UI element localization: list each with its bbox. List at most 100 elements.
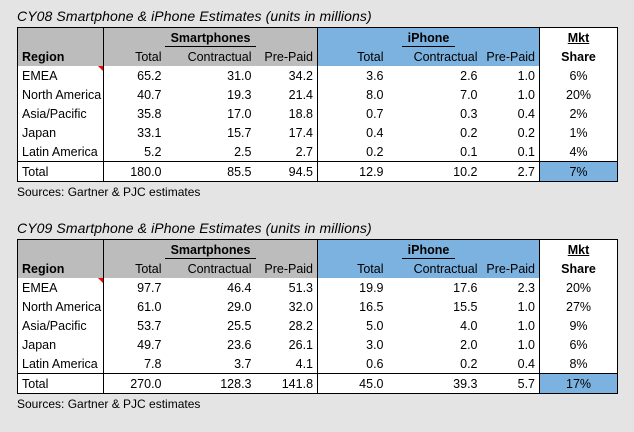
sp-contractual-cell: 23.6 (227, 337, 252, 352)
sp-total-cell: 180.0 (103, 161, 166, 182)
ip-prepaid-cell: 0.1 (481, 142, 541, 162)
ip-contractual-cell: 17.6 (453, 280, 478, 295)
sp-total-cell: 270.0 (103, 373, 166, 394)
sp-prepaid-cell: 34.2 (255, 66, 319, 85)
sp-total-cell: 97.7 (137, 280, 162, 295)
sp-prepaid-header: Pre-Paid (255, 47, 319, 66)
ip-prepaid-cell: 0.2 (481, 123, 541, 142)
sp-prepaid-cell: 17.4 (255, 123, 319, 142)
table-row: Latin America 5.2 2.5 2.7 0.2 0.1 0.1 4% (17, 142, 618, 162)
region-cell: Asia/Pacific (17, 104, 104, 123)
sp-contractual-cell: 85.5 (165, 161, 256, 182)
table-row: EMEA 97.7 46.4 51.3 19.9 17.6 2.3 20% (17, 278, 618, 297)
sp-prepaid-cell: 18.8 (255, 104, 319, 123)
sp-total-cell: 65.2 (137, 68, 162, 83)
sp-prepaid-cell: 4.1 (255, 354, 319, 374)
share-total-cell: 7% (539, 161, 618, 182)
ip-prepaid-cell: 1.0 (481, 335, 541, 354)
column-header-row: Region Total Contractual Pre-Paid Total … (17, 259, 618, 278)
sp-total-cell: 40.7 (137, 87, 162, 102)
ip-total-cell: 45.0 (317, 373, 388, 394)
cy09-source-note: Sources: Gartner & PJC estimates (17, 397, 201, 411)
ip-prepaid-cell: 1.0 (481, 66, 541, 85)
mkt-label: Mkt (567, 242, 590, 257)
group-header-row: Smartphones iPhone Mkt (17, 239, 618, 259)
ip-contractual-cell: 15.5 (453, 299, 478, 314)
share-cell: 6% (569, 337, 588, 352)
share-header: Share (539, 259, 618, 278)
ip-prepaid-cell: 2.3 (481, 278, 541, 297)
ip-contractual-header: Contractual (387, 259, 482, 278)
smartphones-group-header: Smartphones (103, 239, 319, 259)
region-cell: Japan (17, 123, 104, 142)
sp-total-cell: 35.8 (137, 106, 162, 121)
cy08-table-title: CY08 Smartphone & iPhone Estimates (unit… (17, 8, 372, 24)
comment-marker-icon (98, 66, 103, 71)
share-cell: 8% (569, 356, 588, 371)
ip-total-cell: 5.0 (366, 318, 384, 333)
ip-total-cell: 19.9 (359, 280, 384, 295)
sp-prepaid-cell: 32.0 (255, 297, 319, 316)
sp-contractual-cell: 19.3 (227, 87, 252, 102)
share-cell: 6% (569, 68, 588, 83)
smartphones-label: Smartphones (164, 31, 257, 47)
sp-contractual-cell: 2.5 (234, 144, 252, 159)
ip-prepaid-cell: 1.0 (481, 297, 541, 316)
ip-contractual-cell: 0.2 (460, 125, 478, 140)
smartphones-label: Smartphones (164, 243, 257, 259)
cy08-estimates-table: Smartphones iPhone Mkt Region Total Cont… (17, 27, 619, 182)
sp-contractual-cell: 31.0 (227, 68, 252, 83)
table-row: Japan 49.7 23.6 26.1 3.0 2.0 1.0 6% (17, 335, 618, 354)
share-header: Share (539, 47, 618, 66)
ip-prepaid-cell: 2.7 (481, 161, 541, 182)
table-row: Japan 33.1 15.7 17.4 0.4 0.2 0.2 1% (17, 123, 618, 142)
sp-contractual-cell: 46.4 (227, 280, 252, 295)
sp-contractual-header: Contractual (165, 259, 256, 278)
sp-contractual-cell: 3.7 (234, 356, 252, 371)
share-cell: 20% (566, 280, 592, 295)
sp-contractual-cell: 25.5 (227, 318, 252, 333)
ip-total-header: Total (317, 259, 388, 278)
region-cell: Asia/Pacific (17, 316, 104, 335)
region-cell: Latin America (17, 354, 104, 374)
ip-total-cell: 16.5 (359, 299, 384, 314)
ip-contractual-cell: 4.0 (460, 318, 478, 333)
table-row: EMEA 65.2 31.0 34.2 3.6 2.6 1.0 6% (17, 66, 618, 85)
iphone-group-header: iPhone (317, 239, 541, 259)
ip-contractual-cell: 0.1 (460, 144, 478, 159)
sp-prepaid-cell: 2.7 (255, 142, 319, 162)
mkt-label: Mkt (567, 30, 590, 45)
ip-prepaid-cell: 5.7 (481, 373, 541, 394)
share-cell: 1% (569, 125, 588, 140)
group-header-row: Smartphones iPhone Mkt (17, 27, 618, 47)
table-row: Asia/Pacific 53.7 25.5 28.2 5.0 4.0 1.0 9% (17, 316, 618, 335)
sp-prepaid-cell: 21.4 (255, 85, 319, 104)
sp-total-cell: 5.2 (144, 144, 162, 159)
share-cell: 9% (569, 318, 588, 333)
ip-total-cell: 3.0 (366, 337, 384, 352)
share-cell: 27% (566, 299, 592, 314)
region-header: Region (17, 259, 104, 278)
ip-total-cell: 12.9 (317, 161, 388, 182)
ip-total-cell: 0.7 (366, 106, 384, 121)
table-row: North America 61.0 29.0 32.0 16.5 15.5 1.0 27% (17, 297, 618, 316)
iphone-label: iPhone (401, 243, 456, 259)
share-total-cell: 17% (539, 373, 618, 394)
smartphones-group-header: Smartphones (103, 27, 319, 47)
table-row: Latin America 7.8 3.7 4.1 0.6 0.2 0.4 8% (17, 354, 618, 374)
sp-total-cell: 53.7 (137, 318, 162, 333)
total-label: Total (17, 373, 104, 394)
sp-prepaid-cell: 28.2 (255, 316, 319, 335)
ip-prepaid-header: Pre-Paid (481, 259, 541, 278)
mkt-header: Mkt (539, 27, 618, 47)
ip-contractual-cell: 7.0 (460, 87, 478, 102)
ip-prepaid-header: Pre-Paid (481, 47, 541, 66)
cy09-estimates-block: CY09 Smartphone & iPhone Estimates (unit… (17, 219, 619, 412)
sp-prepaid-cell: 141.8 (255, 373, 319, 394)
column-header-row: Region Total Contractual Pre-Paid Total … (17, 47, 618, 66)
sp-total-cell: 7.8 (144, 356, 162, 371)
comment-marker-icon (98, 278, 103, 283)
share-cell: 2% (569, 106, 588, 121)
sp-total-header: Total (103, 259, 166, 278)
ip-contractual-cell: 0.2 (460, 356, 478, 371)
